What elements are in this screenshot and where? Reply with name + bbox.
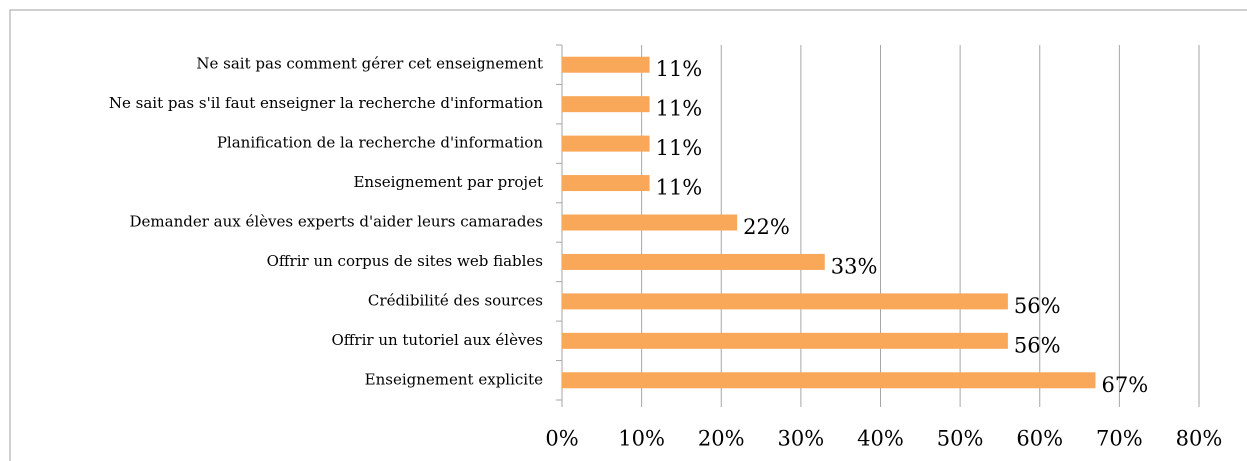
x-tick-label: 70% xyxy=(1096,427,1143,451)
bar xyxy=(562,253,825,270)
value-label: 33% xyxy=(831,254,878,278)
bar xyxy=(562,56,650,73)
x-tick-label: 50% xyxy=(937,427,984,451)
bar xyxy=(562,293,1008,310)
y-tick-label: Crédibilité des sources xyxy=(368,291,543,309)
value-label: 22% xyxy=(743,215,790,239)
bar xyxy=(562,372,1096,389)
value-label: 11% xyxy=(656,136,703,160)
chart-frame xyxy=(9,9,1247,461)
y-tick-label: Demander aux élèves experts d'aider leur… xyxy=(130,213,543,231)
x-tick-label: 40% xyxy=(857,427,904,451)
y-tick-label: Enseignement par projet xyxy=(353,173,543,191)
x-tick-label: 80% xyxy=(1176,427,1223,451)
y-tick-label: Enseignement explicite xyxy=(365,370,543,388)
x-tick-label: 30% xyxy=(778,427,825,451)
value-label: 11% xyxy=(656,97,703,121)
value-label: 56% xyxy=(1014,294,1061,318)
bar xyxy=(562,96,650,113)
x-tick-label: 20% xyxy=(698,427,745,451)
y-tick-label: Ne sait pas s'il faut enseigner la reche… xyxy=(109,94,543,112)
value-label: 56% xyxy=(1014,333,1061,357)
x-tick-label: 0% xyxy=(545,427,578,451)
y-tick-label: Offrir un tutoriel aux élèves xyxy=(331,331,543,349)
y-tick-label: Ne sait pas comment gérer cet enseigneme… xyxy=(196,55,543,73)
bar xyxy=(562,175,650,192)
bar xyxy=(562,135,650,152)
value-label: 11% xyxy=(656,176,703,200)
value-label: 11% xyxy=(656,57,703,81)
y-tick-label: Planification de la recherche d'informat… xyxy=(217,134,544,152)
x-tick-label: 10% xyxy=(618,427,665,451)
bar xyxy=(562,332,1008,349)
value-label: 67% xyxy=(1101,373,1148,397)
bar xyxy=(562,214,738,231)
y-tick-label: Offrir un corpus de sites web fiables xyxy=(267,252,543,270)
x-tick-label: 60% xyxy=(1016,427,1063,451)
